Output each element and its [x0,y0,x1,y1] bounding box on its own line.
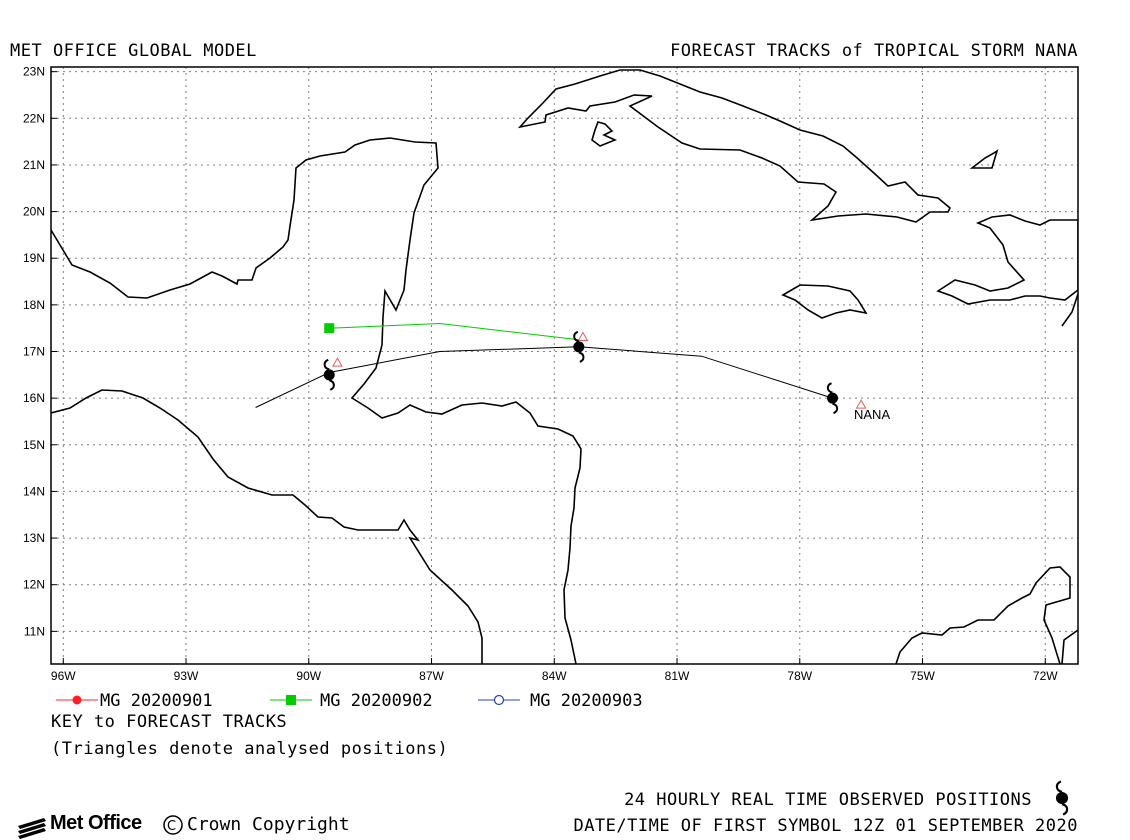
coast-isla-juventud [591,121,618,147]
lat-tick-label: 20N [23,205,45,219]
coast-jamaica [781,284,868,319]
lon-tick-label: 87W [419,669,444,683]
coast-south-america [895,566,1071,664]
met-office-logo-text: Met Office [50,812,142,834]
forecast-point-20200902 [324,323,335,334]
analysed-position-triangle [577,331,589,342]
legend-label-20200901: MG 20200901 [100,691,213,711]
copyright-text: Crown Copyright [187,814,350,835]
coast-cuba [517,69,951,223]
lat-tick-label: 18N [23,298,45,312]
lon-tick-label: 84W [542,669,567,683]
lon-tick-label: 81W [665,669,690,683]
lon-tick-label: 78W [787,669,812,683]
legend-label-20200903: MG 20200903 [530,691,643,711]
model-title: MET OFFICE GLOBAL MODEL [10,41,257,61]
lat-tick-label: 19N [23,251,45,265]
observed-positions-label: 24 HOURLY REAL TIME OBSERVED POSITIONS [624,790,1032,810]
legend-marker [493,694,505,706]
lat-tick-label: 22N [23,111,45,125]
lat-tick-label: 21N [23,158,45,172]
legend-label-20200902: MG 20200902 [320,691,433,711]
lat-lon-grid [51,67,1078,664]
coast-bahamas-islet [969,149,999,169]
lat-tick-label: 17N [23,345,45,359]
footer-hurricane-symbol [1055,780,1069,816]
analysed-position-triangle [332,357,343,367]
observed-position-symbol [323,358,335,391]
lat-tick-label: 12N [23,578,45,592]
analysed-position-triangle [855,399,867,409]
coast-mexico-gulf [51,137,582,664]
lon-tick-label: 96W [51,669,76,683]
storm-name-label: NANA [854,407,890,422]
lon-tick-label: 72W [1033,669,1058,683]
met-office-logo-icon [18,818,46,839]
legend-markers [56,694,520,706]
copyright-c-glyph: C [167,819,176,834]
observed-position-symbol [573,330,585,363]
lon-tick-label: 90W [296,669,321,683]
copyright-icon [163,815,183,835]
observed-position-symbol [826,382,839,415]
legend-marker [72,695,82,705]
first-symbol-datetime: DATE/TIME OF FIRST SYMBOL 12Z 01 SEPTEMB… [573,816,1078,836]
lat-tick-label: 14N [23,484,45,498]
lon-tick-label: 93W [174,669,199,683]
coast-central-america-pacific [51,389,483,664]
forecast-track-20200902 [329,322,579,341]
lat-tick-label: 13N [23,531,45,545]
coast-east-edge [1061,293,1078,327]
coastlines [51,69,1078,664]
legend-key-title: KEY to FORECAST TRACKS [51,712,288,732]
legend-marker [286,695,296,705]
lon-tick-label: 75W [910,669,935,683]
legend-key-note: (Triangles denote analysed positions) [51,739,449,759]
hurricane-symbol-icon [1055,780,1069,816]
lat-tick-label: 15N [23,438,45,452]
coast-south-america-east [1061,629,1078,664]
observed-track-line [255,346,833,408]
chart-title: FORECAST TRACKS of TROPICAL STORM NANA [670,41,1078,61]
coast-hispaniola [936,214,1078,305]
lat-tick-label: 11N [24,624,45,638]
lat-tick-label: 23N [23,65,45,79]
lat-tick-label: 16N [23,391,45,405]
map-frame [50,66,1079,665]
